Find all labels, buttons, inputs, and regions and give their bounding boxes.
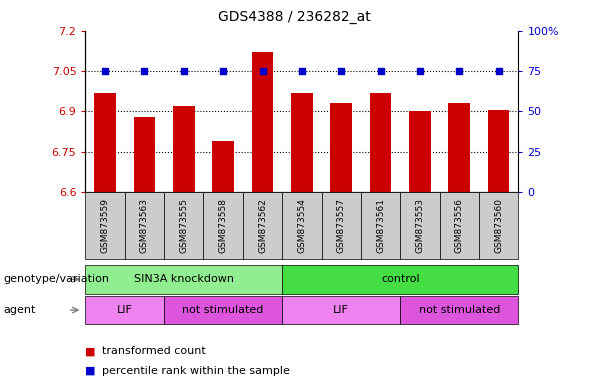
Text: not stimulated: not stimulated	[183, 305, 264, 315]
Text: GSM873560: GSM873560	[494, 198, 503, 253]
Text: LIF: LIF	[117, 305, 133, 315]
Text: GSM873554: GSM873554	[297, 198, 306, 253]
Bar	[488, 110, 509, 192]
Text: GSM873556: GSM873556	[455, 198, 464, 253]
Text: GDS4388 / 236282_at: GDS4388 / 236282_at	[218, 10, 371, 23]
Point	[140, 68, 149, 74]
Text: GSM873555: GSM873555	[179, 198, 188, 253]
Point	[494, 68, 504, 74]
Bar	[212, 141, 234, 192]
Point	[455, 68, 464, 74]
Bar	[330, 103, 352, 192]
Text: GSM873561: GSM873561	[376, 198, 385, 253]
Text: GSM873562: GSM873562	[258, 198, 267, 253]
Text: LIF: LIF	[333, 305, 349, 315]
Bar	[291, 93, 313, 192]
Text: ■: ■	[85, 366, 96, 376]
Point	[219, 68, 228, 74]
Point	[179, 68, 188, 74]
Text: GSM873559: GSM873559	[101, 198, 110, 253]
Point	[100, 68, 110, 74]
Bar	[134, 117, 155, 192]
Point	[415, 68, 425, 74]
Bar	[94, 93, 116, 192]
Point	[376, 68, 385, 74]
Bar	[448, 103, 470, 192]
Text: GSM873557: GSM873557	[337, 198, 346, 253]
Bar	[370, 93, 392, 192]
Text: GSM873563: GSM873563	[140, 198, 149, 253]
Point	[258, 68, 267, 74]
Text: transformed count: transformed count	[102, 346, 206, 356]
Text: GSM873558: GSM873558	[219, 198, 228, 253]
Text: SIN3A knockdown: SIN3A knockdown	[134, 274, 234, 285]
Text: percentile rank within the sample: percentile rank within the sample	[102, 366, 290, 376]
Text: control: control	[381, 274, 419, 285]
Text: agent: agent	[3, 305, 35, 315]
Text: ■: ■	[85, 346, 96, 356]
Bar	[173, 106, 194, 192]
Bar	[252, 52, 273, 192]
Text: genotype/variation: genotype/variation	[3, 274, 109, 285]
Text: GSM873553: GSM873553	[415, 198, 425, 253]
Bar	[409, 111, 431, 192]
Point	[297, 68, 307, 74]
Text: not stimulated: not stimulated	[419, 305, 500, 315]
Point	[336, 68, 346, 74]
